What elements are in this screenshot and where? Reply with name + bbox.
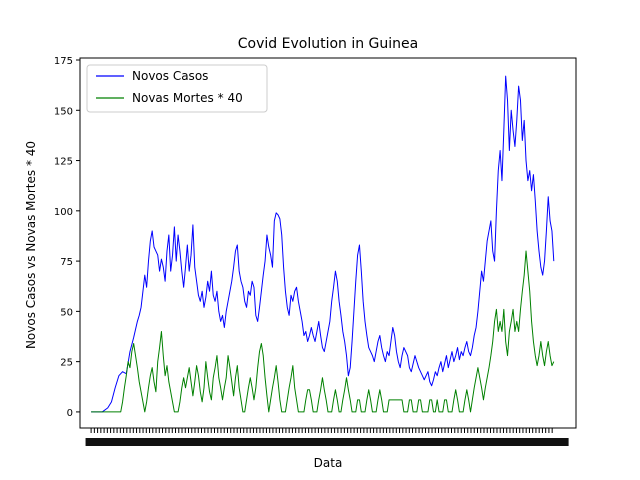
y-tick-label: 50 bbox=[60, 307, 73, 318]
x-axis-label: Data bbox=[314, 456, 343, 470]
legend: Novos Casos Novas Mortes * 40 bbox=[86, 64, 268, 113]
legend-label-novos-casos: Novos Casos bbox=[132, 69, 208, 83]
y-tick-label: 75 bbox=[60, 257, 73, 268]
series-line-novas-mortes bbox=[91, 250, 555, 413]
y-tick-label: 175 bbox=[54, 56, 73, 67]
x-axis-ticks bbox=[85, 428, 569, 446]
y-axis-ticks: 0 25 50 75 100 125 150 175 bbox=[54, 56, 80, 419]
series-line-novos-casos bbox=[91, 75, 555, 413]
legend-box bbox=[86, 64, 268, 113]
y-tick-label: 125 bbox=[54, 157, 73, 168]
y-tick-label: 100 bbox=[54, 207, 73, 218]
y-axis-label: Novos Casos vs Novas Mortes * 40 bbox=[24, 141, 38, 349]
y-tick-label: 25 bbox=[60, 358, 73, 369]
chart-title: Covid Evolution in Guinea bbox=[238, 36, 418, 52]
y-tick-label: 150 bbox=[54, 106, 73, 117]
plot-frame bbox=[79, 57, 577, 429]
plot-area bbox=[91, 75, 555, 413]
y-tick-label: 0 bbox=[67, 408, 73, 419]
legend-label-novas-mortes: Novas Mortes * 40 bbox=[132, 91, 243, 105]
x-tick-labels-overlapping bbox=[85, 438, 569, 446]
